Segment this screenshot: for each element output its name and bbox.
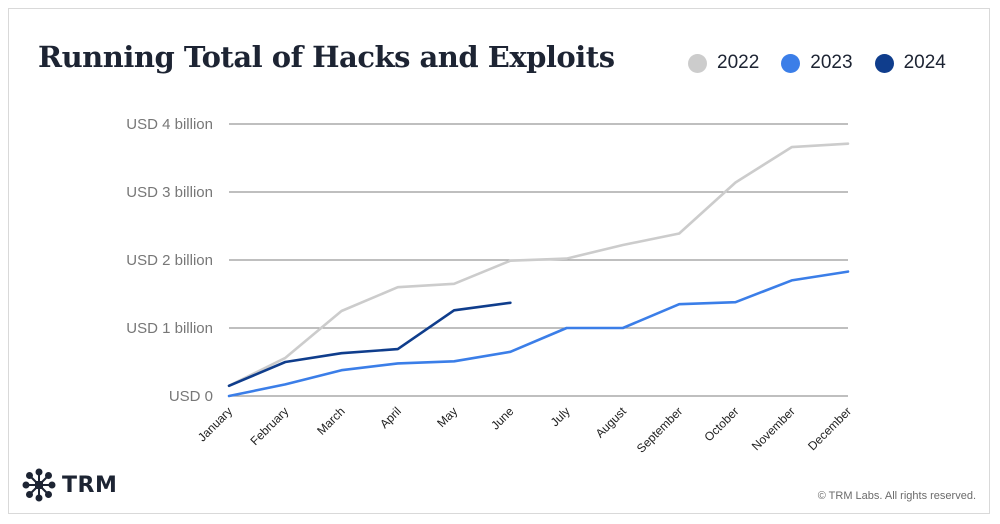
x-tick-label: June bbox=[488, 404, 517, 433]
logo-text: TRM bbox=[62, 472, 118, 498]
x-tick-label: April bbox=[377, 404, 404, 431]
legend: 2022 2023 2024 bbox=[688, 52, 946, 74]
series-line-2022 bbox=[227, 142, 850, 388]
legend-label: 2023 bbox=[810, 52, 853, 73]
network-node-icon bbox=[22, 468, 56, 502]
x-tick-label: September bbox=[634, 404, 685, 455]
x-tick-label: November bbox=[749, 404, 798, 453]
legend-item-2022: 2022 bbox=[688, 52, 759, 74]
x-tick-label: October bbox=[701, 404, 741, 444]
copyright-notice: © TRM Labs. All rights reserved. bbox=[817, 490, 976, 502]
series-line-2024 bbox=[227, 301, 512, 388]
x-tick-label: January bbox=[195, 404, 235, 444]
y-tick-label: USD 4 billion bbox=[126, 116, 213, 133]
legend-swatch bbox=[688, 53, 707, 73]
x-tick-label: March bbox=[314, 404, 347, 437]
x-tick-label: May bbox=[434, 404, 460, 430]
series-line-2023 bbox=[227, 270, 850, 398]
legend-label: 2024 bbox=[903, 52, 946, 73]
y-tick-label: USD 0 bbox=[169, 388, 213, 405]
legend-label: 2022 bbox=[717, 52, 760, 73]
x-tick-label: July bbox=[548, 404, 573, 429]
legend-swatch bbox=[781, 53, 801, 73]
x-tick-label: August bbox=[593, 404, 630, 441]
trm-logo: TRM bbox=[22, 468, 117, 502]
legend-item-2024: 2024 bbox=[874, 52, 946, 74]
chart-title: Running Total of Hacks and Exploits bbox=[38, 40, 615, 74]
y-tick-label: USD 2 billion bbox=[126, 252, 213, 269]
chart-frame bbox=[8, 8, 990, 514]
x-tick-label: December bbox=[805, 404, 854, 453]
y-tick-label: USD 3 billion bbox=[126, 184, 213, 201]
legend-item-2023: 2023 bbox=[781, 52, 853, 74]
legend-swatch bbox=[874, 53, 894, 73]
y-tick-label: USD 1 billion bbox=[126, 320, 213, 337]
x-tick-label: February bbox=[248, 404, 292, 448]
